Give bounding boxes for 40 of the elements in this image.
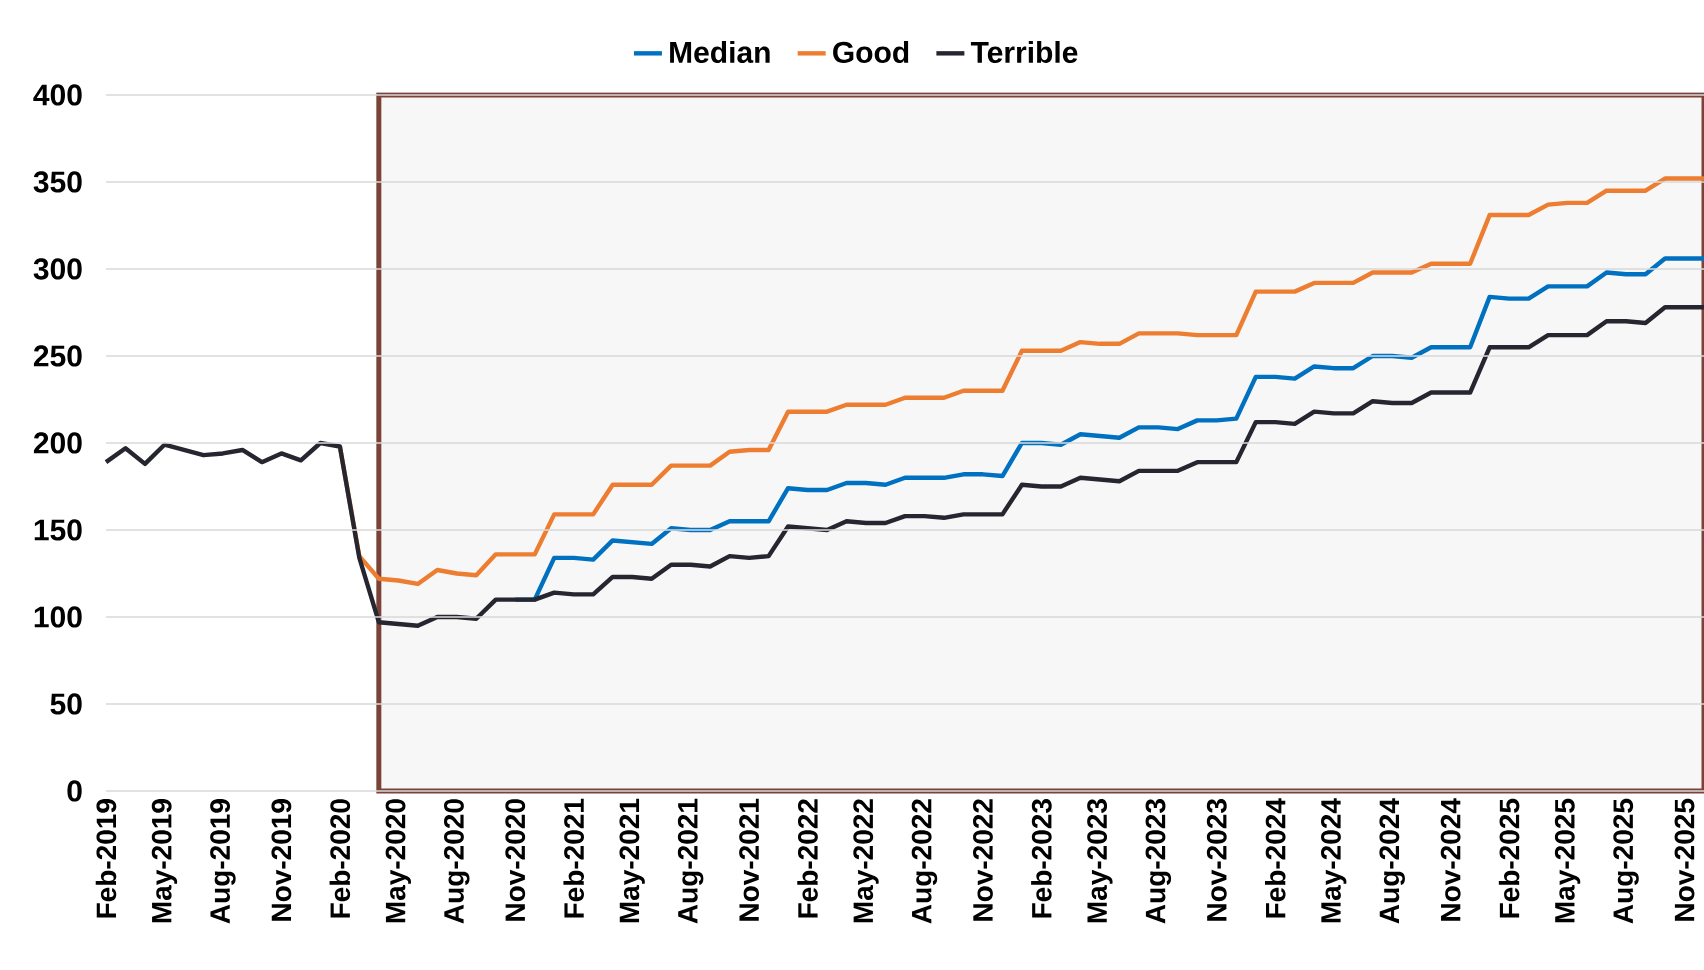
x-tick-label: Nov-2019 [271,799,292,921]
x-tick-label: Aug-2022 [911,799,938,924]
x-tick-label: May-2021 [619,798,645,923]
x-tick-label: Feb-2025 [1498,798,1520,918]
x-tick-label: Aug-2020 [444,799,470,924]
x-tick-label: Nov-2024 [1440,798,1461,921]
x-tick-label: Aug-2021 [677,798,704,924]
x-tick-label: May-2020 [385,799,411,923]
x-tick-label: Nov-2022 [973,799,993,921]
y-tick-label: 50 [50,693,82,715]
x-tick-label: May-2022 [853,799,879,923]
legend-label: Median [670,40,770,63]
x-tick-label: May-2019 [151,799,178,923]
x-tick-label: Aug-2024 [1379,798,1405,924]
y-tick-label: 400 [33,84,82,106]
y-tick-label: 0 [67,780,82,802]
y-tick-label: 100 [34,606,82,628]
x-tick-label: Aug-2019 [210,799,236,924]
x-tick-label: Aug-2023 [1145,799,1172,924]
x-tick-label: Feb-2024 [1264,798,1286,918]
x-tick-label: Nov-2021 [739,798,760,921]
x-tick-label: Aug-2025 [1613,798,1639,924]
y-tick-label: 200 [33,432,82,454]
x-tick-label: Nov-2020 [505,799,526,921]
x-tick-label: Feb-2022 [797,799,818,918]
x-tick-label: Feb-2021 [563,798,584,918]
x-tick-label: Nov-2025 [1674,798,1695,921]
x-tick-label: May-2025 [1554,798,1581,923]
y-tick-label: 350 [33,171,82,193]
x-tick-label: May-2023 [1087,799,1113,923]
x-tick-label: May-2024 [1321,798,1347,923]
legend-label: Good [833,40,909,63]
x-tick-label: Feb-2023 [1031,799,1052,918]
y-tick-label: 150 [34,519,82,541]
x-tick-label: Feb-2020 [329,799,351,918]
y-tick-label: 300 [33,258,82,280]
y-tick-label: 250 [33,345,82,367]
legend-label: Terrible [970,40,1078,63]
x-tick-label: Nov-2023 [1206,799,1227,921]
x-tick-label: Feb-2019 [95,799,117,918]
